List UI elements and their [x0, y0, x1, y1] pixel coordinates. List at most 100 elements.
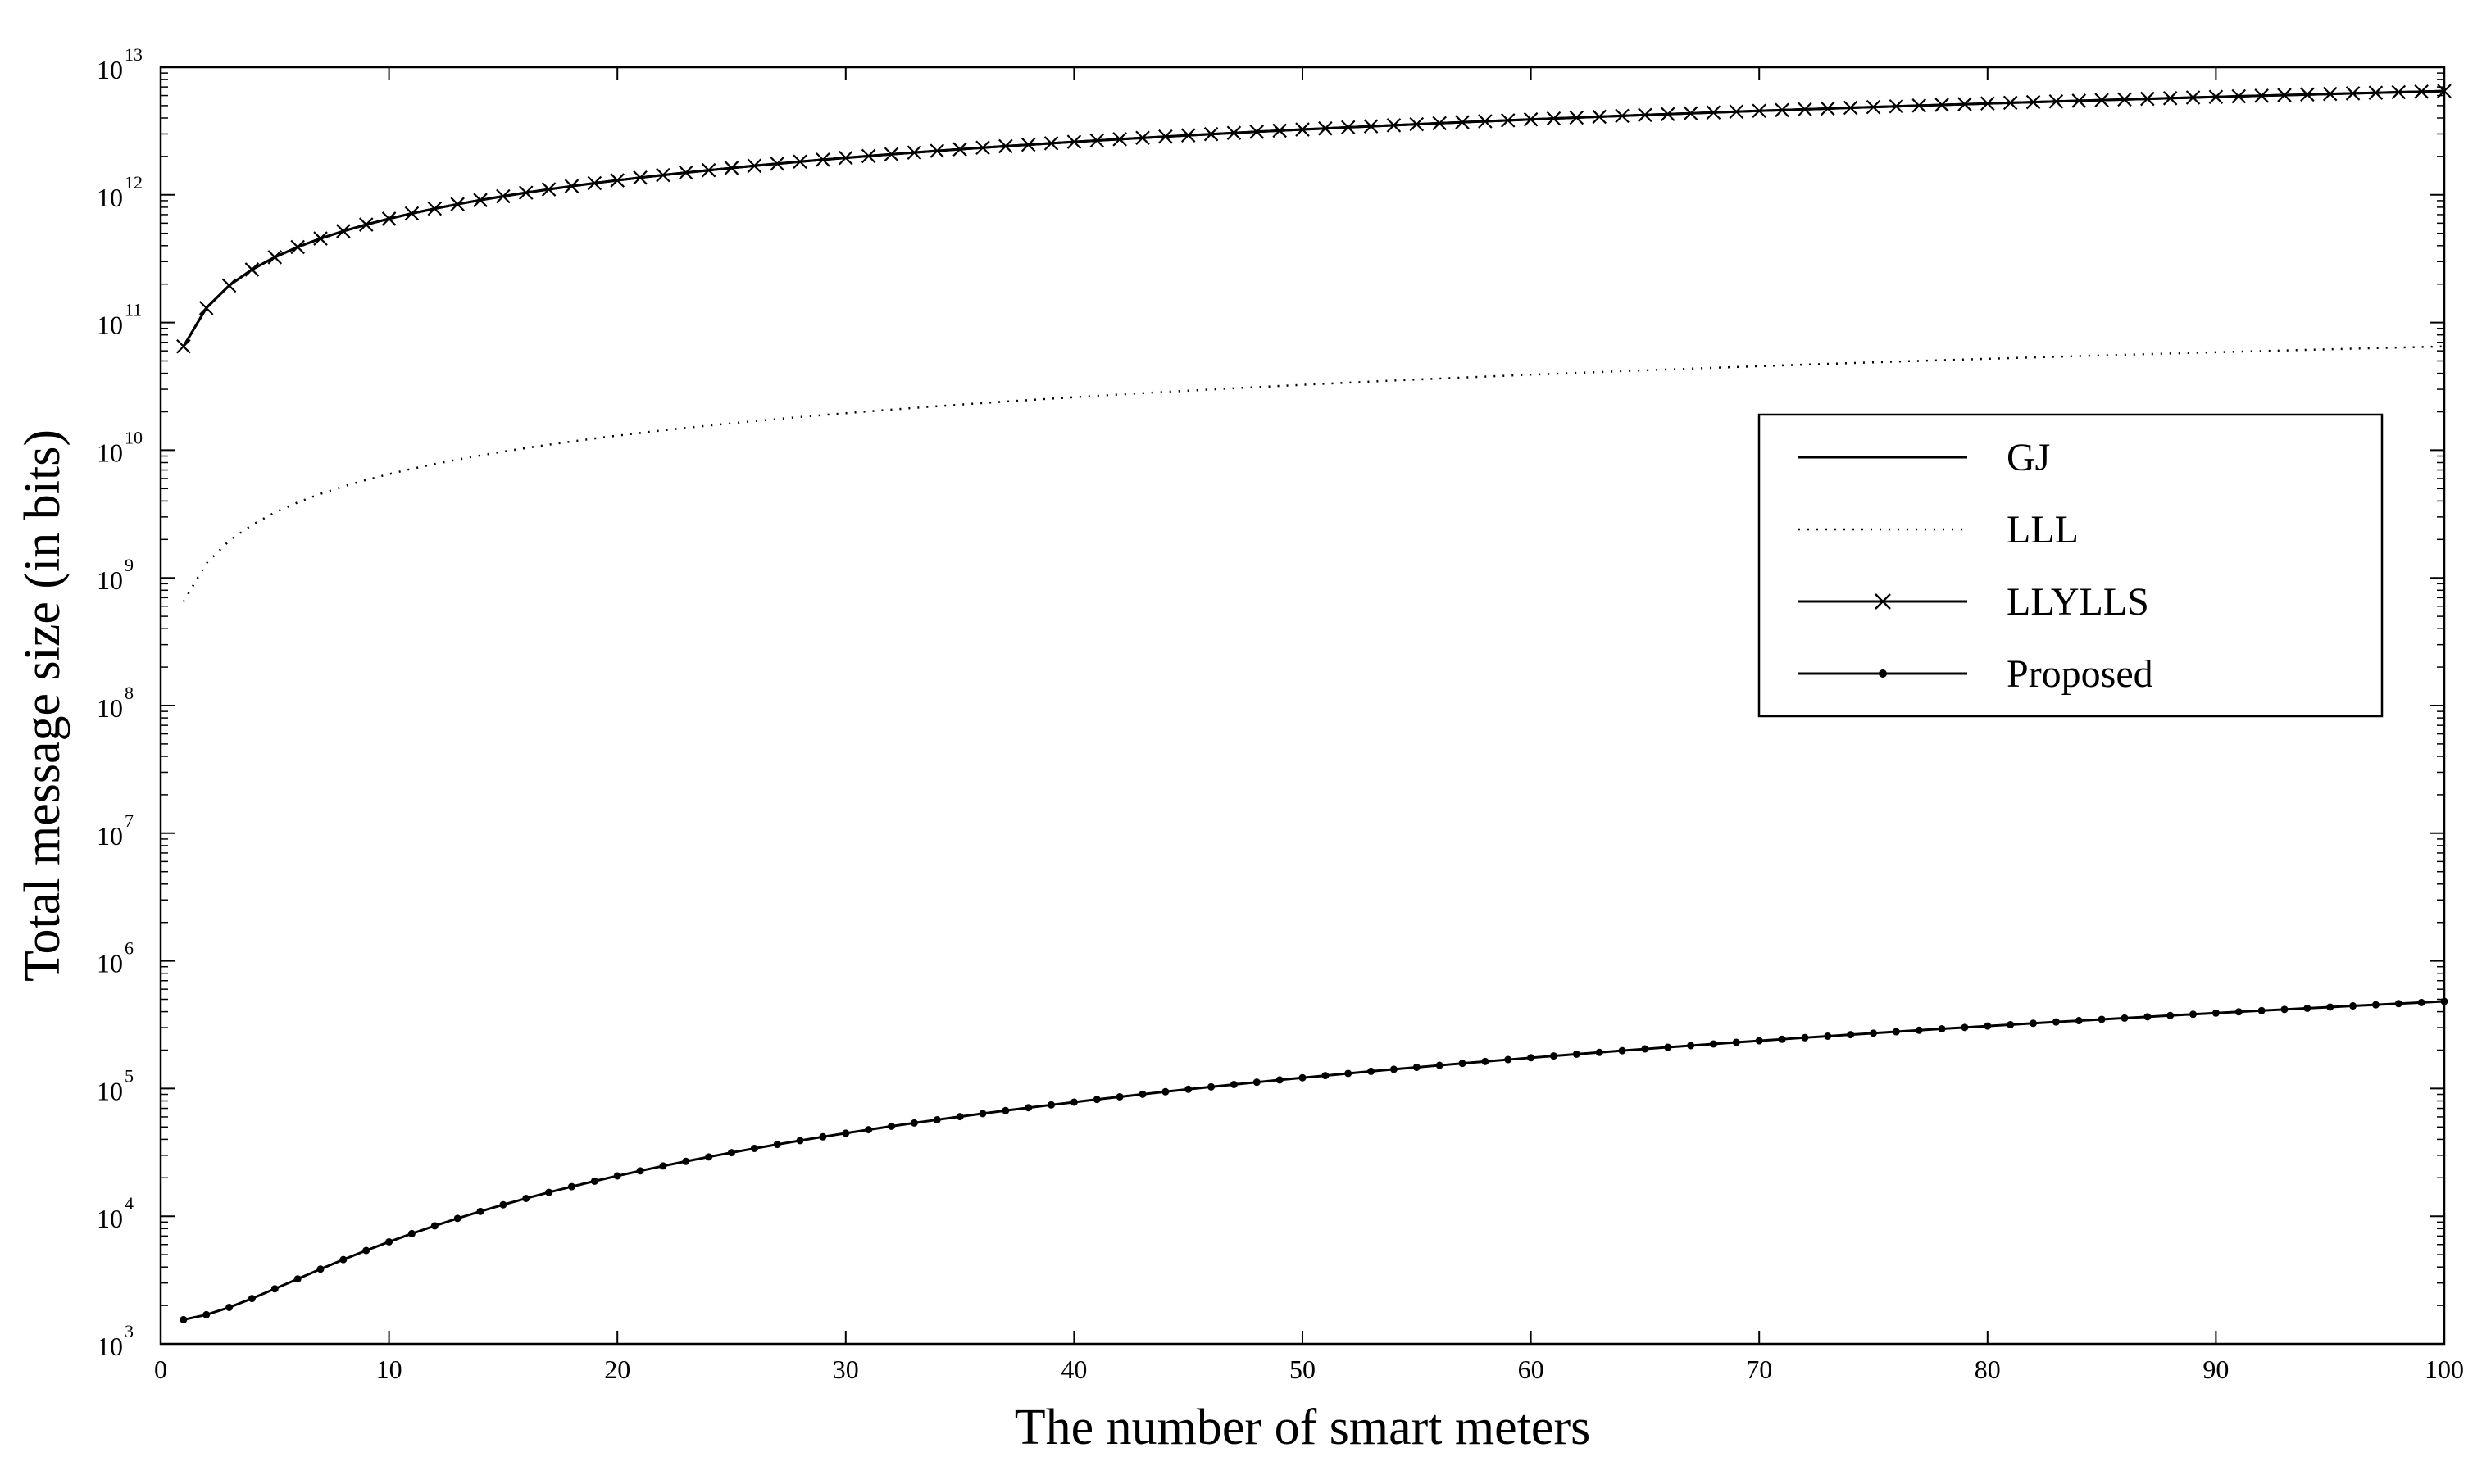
legend-label-lll: LLL — [2007, 508, 2079, 551]
data-point — [1367, 1067, 1375, 1075]
data-point — [2140, 91, 2155, 107]
data-point — [1025, 1104, 1033, 1112]
y-tick-label: 10 — [97, 311, 123, 340]
data-point — [679, 165, 693, 180]
data-point — [407, 1229, 416, 1237]
data-point — [1321, 1072, 1330, 1080]
x-tick-label: 40 — [1061, 1355, 1087, 1384]
data-point — [701, 162, 716, 178]
y-tick-label: 10 — [97, 1332, 123, 1361]
data-point — [773, 1141, 781, 1149]
data-point — [1458, 1060, 1466, 1068]
data-point — [952, 142, 967, 157]
x-axis-ticks: 0 10 20 30 40 50 60 70 80 90 100 — [154, 67, 2464, 1384]
data-point — [248, 1295, 256, 1303]
data-point — [430, 1222, 439, 1230]
data-point — [270, 1285, 279, 1293]
data-point — [1660, 107, 1675, 122]
data-point — [1911, 98, 1926, 113]
data-point — [1527, 1054, 1535, 1062]
data-point — [267, 250, 283, 265]
data-point — [1892, 1028, 1900, 1036]
data-point — [476, 1207, 484, 1215]
data-point — [1363, 119, 1379, 134]
data-point — [1889, 98, 1904, 114]
data-point — [404, 206, 420, 221]
x-tick-label: 90 — [2202, 1355, 2229, 1384]
data-point — [313, 231, 328, 246]
data-point — [865, 1126, 873, 1134]
data-point — [2030, 1019, 2038, 1028]
data-point — [1340, 120, 1356, 135]
data-point — [1139, 1090, 1147, 1098]
data-point — [1020, 137, 1036, 152]
legend-label-gj: GJ — [2007, 436, 2050, 479]
y-tick-label: 10 — [97, 821, 123, 851]
data-point — [1729, 104, 1744, 120]
data-point — [180, 1315, 188, 1323]
data-point — [1043, 136, 1059, 151]
data-point — [2025, 94, 2041, 110]
data-point — [1048, 1101, 1056, 1109]
y-tick-label-exponent: 9 — [125, 555, 134, 575]
data-point — [1066, 134, 1082, 149]
data-point — [339, 1255, 348, 1264]
data-point — [1112, 132, 1127, 147]
data-point — [2254, 88, 2269, 103]
data-point — [381, 211, 397, 226]
data-point — [1093, 1096, 1101, 1104]
data-point — [1752, 103, 1766, 119]
data-point — [1230, 1080, 1238, 1088]
plot-lines — [176, 84, 2452, 1323]
data-point — [1504, 1055, 1512, 1064]
data-point — [705, 1153, 713, 1161]
data-point — [1523, 111, 1539, 127]
data-point — [1161, 1087, 1170, 1096]
y-tick-label-exponent: 10 — [125, 427, 143, 447]
data-point — [202, 1310, 211, 1318]
data-point — [613, 1172, 621, 1180]
data-point — [2345, 86, 2361, 101]
data-point — [1432, 116, 1447, 131]
data-point — [1915, 1026, 1923, 1034]
series-line-lll — [182, 345, 2445, 602]
y-tick-label-exponent: 3 — [125, 1321, 134, 1341]
x-tick-label: 100 — [2425, 1355, 2464, 1384]
x-tick-label: 50 — [1289, 1355, 1316, 1384]
y-tick-label-exponent: 13 — [125, 44, 143, 65]
data-point — [793, 154, 807, 170]
data-point — [2208, 89, 2224, 105]
data-point — [724, 161, 739, 175]
data-point — [1980, 96, 1995, 111]
data-point — [1272, 123, 1287, 138]
data-point — [541, 182, 557, 197]
data-point — [659, 1162, 667, 1170]
x-tick-label: 10 — [376, 1355, 402, 1384]
data-point — [636, 1167, 644, 1175]
data-point — [293, 1275, 302, 1283]
data-point — [796, 1137, 804, 1145]
data-point — [1409, 116, 1425, 132]
data-point — [316, 1265, 325, 1273]
series-markers-proposed — [180, 997, 2448, 1323]
y-tick-label: 10 — [97, 438, 123, 467]
data-point — [1318, 120, 1333, 136]
data-point — [2391, 84, 2407, 100]
data-point — [2371, 1001, 2380, 1009]
data-point — [587, 175, 602, 191]
data-point — [2071, 93, 2087, 108]
data-point — [2257, 1006, 2266, 1014]
data-point — [1275, 1076, 1284, 1084]
data-point — [1847, 1031, 1855, 1039]
plot-frame — [159, 66, 2446, 1346]
data-point — [2052, 1018, 2060, 1026]
data-point — [2075, 1017, 2083, 1025]
data-point — [1687, 1042, 1695, 1050]
data-point — [2234, 1008, 2243, 1016]
data-point — [1706, 105, 1721, 120]
data-point — [839, 150, 853, 166]
data-point — [1618, 1046, 1626, 1055]
legend-box — [1757, 413, 2384, 718]
y-tick-label: 10 — [97, 183, 123, 212]
data-point — [1821, 101, 1835, 116]
